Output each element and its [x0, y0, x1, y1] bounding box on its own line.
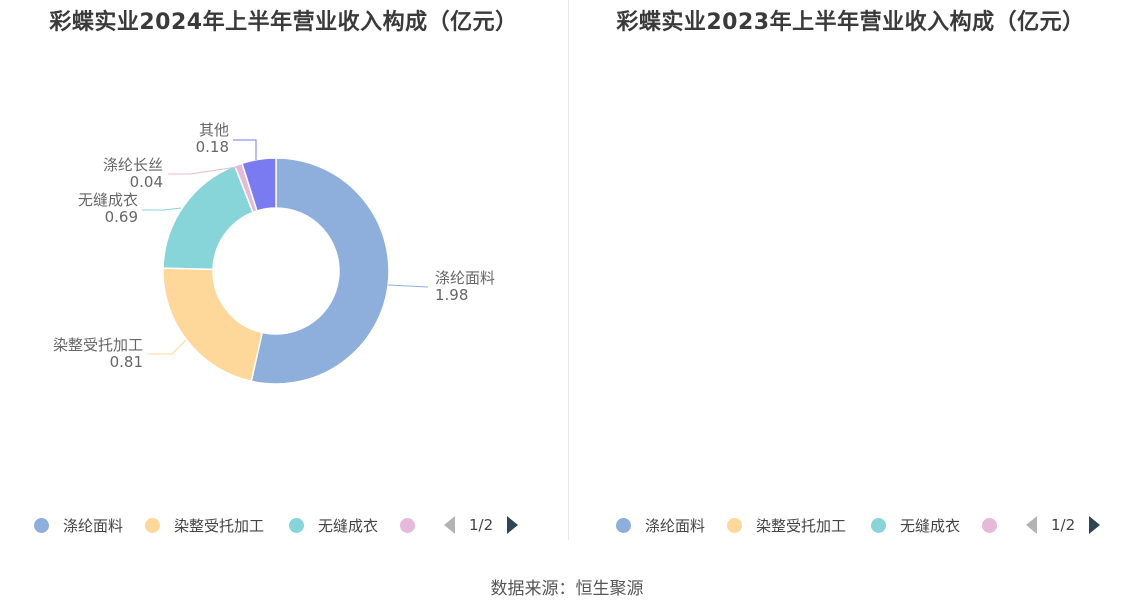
slice-value: 1.98: [435, 286, 468, 304]
legend-dot: [34, 517, 49, 533]
prev-page-icon[interactable]: [1026, 516, 1037, 534]
legend-pager: 1/2: [1026, 512, 1101, 538]
next-page-icon[interactable]: [507, 516, 519, 534]
legend-dot: [616, 517, 631, 533]
legend-label: 涤纶面料: [63, 516, 124, 535]
leader-line: [142, 207, 182, 211]
legend-item[interactable]: 涤纶面料: [616, 512, 705, 538]
legend-label: 涤纶面料: [645, 516, 706, 535]
page-indicator: 1/2: [469, 516, 494, 534]
legend-dot: [400, 517, 415, 533]
legend-dot: [145, 517, 160, 533]
legend-pager: 1/2: [444, 512, 519, 538]
donut-slice: [162, 164, 254, 271]
chart-panel-2023: 彩蝶实业2023年上半年营业收入构成（亿元） 涤纶面料1.55染整受托加工0.6…: [567, 0, 1134, 560]
donut-slice: [162, 267, 264, 383]
slice-label: 其他: [199, 121, 229, 139]
legend-item[interactable]: 染整受托加工: [145, 512, 264, 538]
legend-label: 染整受托加工: [174, 516, 265, 535]
page-indicator: 1/2: [1051, 516, 1076, 534]
legend: 涤纶面料 染整受托加工 无缝成衣 1/2: [0, 512, 567, 538]
slice-value: 0.18: [196, 138, 229, 156]
prev-page-icon[interactable]: [444, 516, 455, 534]
legend-dot: [982, 517, 997, 533]
donut-slice: [250, 157, 390, 385]
next-page-icon[interactable]: [1089, 516, 1101, 534]
legend-dot: [727, 517, 742, 533]
legend: 涤纶面料 染整受托加工 无缝成衣 1/2: [567, 512, 1134, 538]
chart-title: 彩蝶实业2023年上半年营业收入构成（亿元）: [616, 10, 1085, 35]
slice-label: 涤纶面料: [435, 269, 495, 287]
slice-value: 0.69: [105, 208, 138, 226]
leader-line: [387, 284, 429, 288]
chart-title: 彩蝶实业2024年上半年营业收入构成（亿元）: [49, 10, 518, 35]
leader-line: [233, 139, 257, 160]
donut-slice: [241, 157, 277, 212]
legend-label: 无缝成衣: [318, 516, 379, 535]
legend-label: 无缝成衣: [900, 516, 961, 535]
legend-dot: [871, 517, 886, 533]
legend-item[interactable]: 无缝成衣: [289, 512, 378, 538]
legend-item[interactable]: 无缝成衣: [871, 512, 960, 538]
slice-label: 无缝成衣: [78, 191, 138, 209]
data-source: 数据来源：恒生聚源: [490, 579, 644, 599]
slice-label: 涤纶长丝: [103, 156, 163, 174]
legend-item[interactable]: 染整受托加工: [727, 512, 846, 538]
chart-panel-2024: 彩蝶实业2024年上半年营业收入构成（亿元） 涤纶面料 1.98 染整受托加工 0.8…: [0, 0, 567, 560]
leader-line: [168, 166, 238, 175]
legend-dot: [289, 517, 304, 533]
legend-label: 染整受托加工: [756, 516, 847, 535]
leader-line: [148, 339, 187, 355]
legend-item[interactable]: 涤纶面料: [34, 512, 123, 538]
slice-value: 0.04: [130, 173, 163, 191]
panel-divider: [568, 0, 569, 540]
slice-label: 染整受托加工: [53, 336, 143, 354]
legend-item[interactable]: [982, 512, 1011, 538]
slice-value: 0.81: [110, 353, 143, 371]
legend-item[interactable]: [400, 512, 429, 538]
